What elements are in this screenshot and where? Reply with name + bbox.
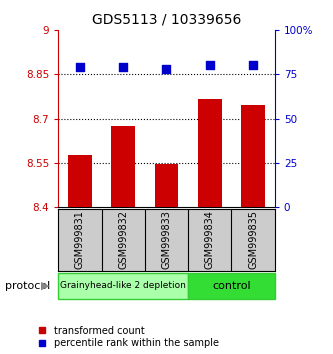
- Bar: [155, 164, 178, 207]
- Bar: [111, 126, 135, 207]
- Bar: [58, 273, 188, 299]
- Point: [77, 64, 83, 70]
- Text: GDS5113 / 10339656: GDS5113 / 10339656: [92, 12, 241, 27]
- Text: GSM999834: GSM999834: [205, 210, 215, 269]
- Text: ▶: ▶: [41, 281, 49, 291]
- Bar: [198, 99, 222, 207]
- Text: GSM999832: GSM999832: [118, 210, 128, 269]
- Text: control: control: [212, 281, 251, 291]
- Point: [121, 64, 126, 70]
- Text: GSM999835: GSM999835: [248, 210, 258, 269]
- Text: Grainyhead-like 2 depletion: Grainyhead-like 2 depletion: [60, 281, 186, 290]
- Bar: [241, 105, 265, 207]
- Point: [250, 63, 256, 68]
- Point: [164, 66, 169, 72]
- Text: GSM999831: GSM999831: [75, 210, 85, 269]
- Bar: [68, 155, 92, 207]
- Point: [207, 63, 212, 68]
- Text: GSM999833: GSM999833: [162, 210, 171, 269]
- Bar: [188, 273, 275, 299]
- Text: protocol: protocol: [5, 281, 50, 291]
- Legend: transformed count, percentile rank within the sample: transformed count, percentile rank withi…: [38, 326, 219, 348]
